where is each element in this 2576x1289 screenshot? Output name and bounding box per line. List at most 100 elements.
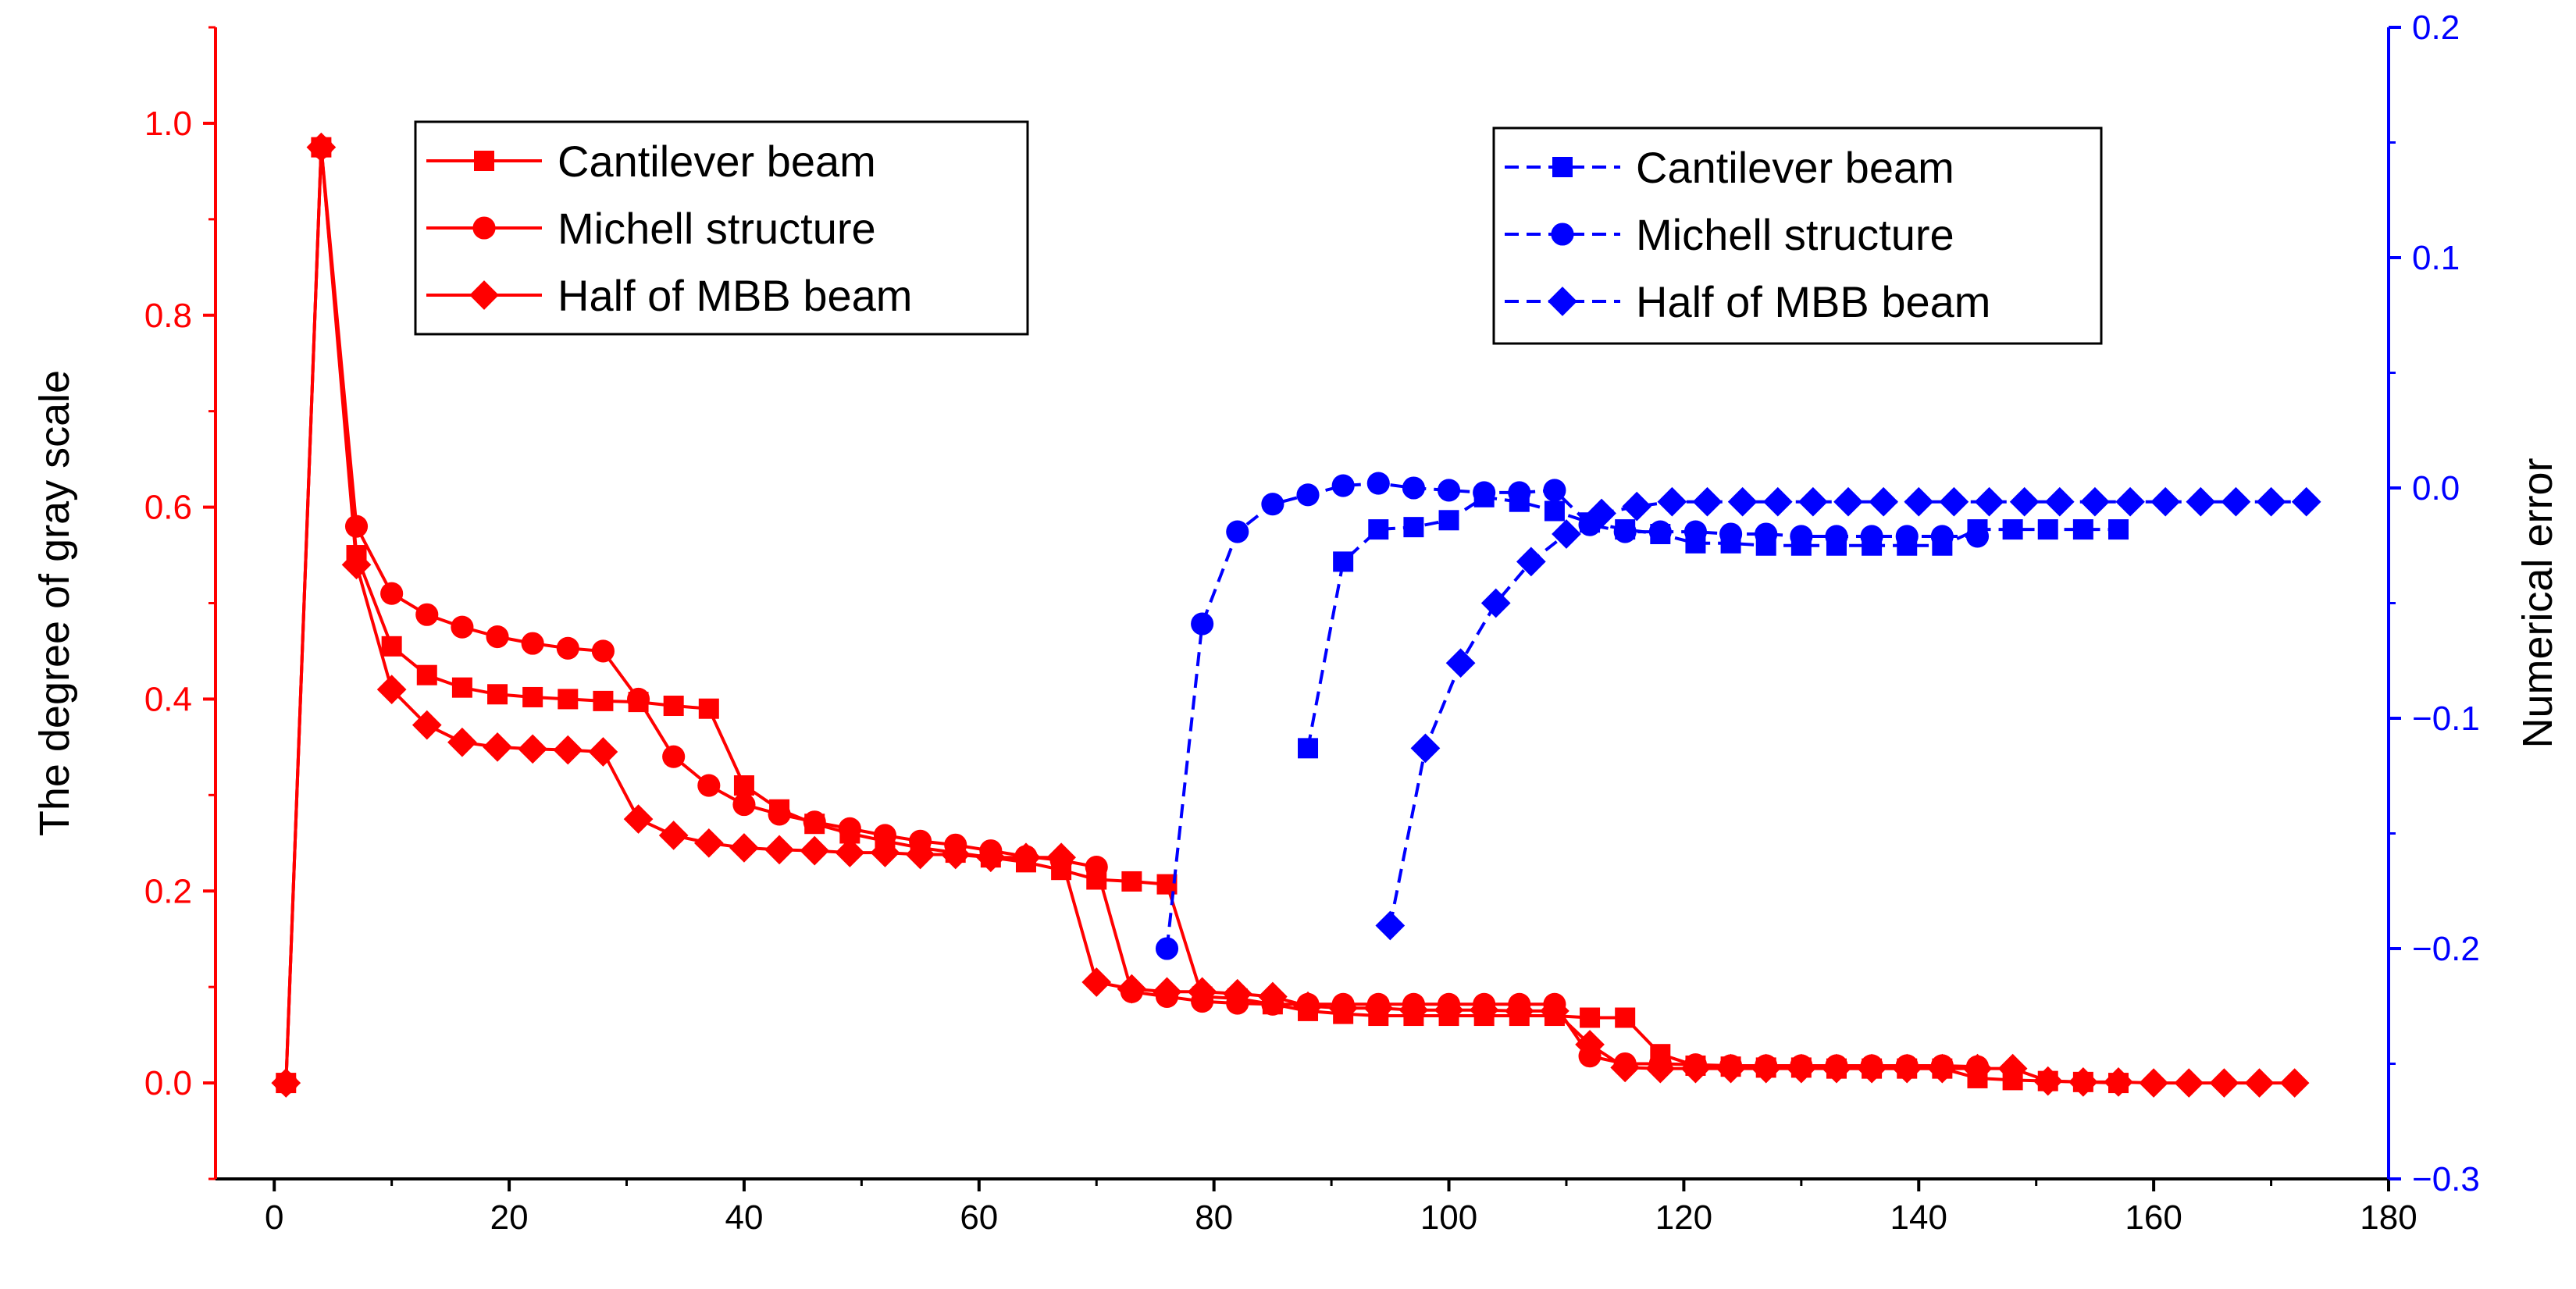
data-point-left-circle xyxy=(768,803,791,826)
data-point-right-circle xyxy=(1825,525,1848,548)
data-point-right-circle xyxy=(1261,493,1284,516)
data-point-right-diamond xyxy=(2186,486,2216,517)
data-point-left-diamond xyxy=(1222,978,1252,1009)
data-point-right-diamond xyxy=(2291,486,2321,517)
left-y-tick-label: 1.0 xyxy=(144,105,192,143)
data-point-left-diamond xyxy=(1469,995,1499,1025)
data-point-left-circle xyxy=(662,745,686,768)
series-right-diamond xyxy=(1375,486,2321,941)
data-point-left-diamond xyxy=(1892,1053,1922,1084)
data-point-right-diamond xyxy=(2009,486,2040,517)
data-point-left-diamond xyxy=(835,838,865,867)
data-point-right-circle xyxy=(1543,479,1566,502)
legend-left: Cantilever beam Michell structure Half of … xyxy=(414,120,1029,336)
right-y-tick-label: −0.1 xyxy=(2412,700,2480,738)
legend-left-entry-label: Cantilever beam xyxy=(558,137,876,186)
data-point-right-diamond xyxy=(1762,486,1793,517)
data-point-left-diamond xyxy=(1504,996,1534,1026)
data-point-left-diamond xyxy=(693,828,724,858)
data-point-left-diamond xyxy=(1081,967,1112,997)
data-point-right-circle xyxy=(1155,937,1179,960)
right-y-axis-title: Numerical error xyxy=(2514,458,2561,748)
data-point-left-diamond xyxy=(483,732,512,762)
data-point-right-circle xyxy=(1930,525,1954,548)
data-point-left-square xyxy=(381,636,402,657)
data-point-left-diamond xyxy=(1398,995,1429,1025)
data-point-right-diamond xyxy=(1974,486,2004,517)
data-point-left-diamond xyxy=(306,132,337,162)
data-point-left-diamond xyxy=(412,710,442,740)
data-point-left-circle xyxy=(803,810,826,834)
left-y-tick-label: 0.2 xyxy=(144,872,192,910)
left-y-axis-title: The degree of gray scale xyxy=(31,370,78,836)
data-point-left-diamond xyxy=(658,821,689,850)
series-line-right-circle xyxy=(1165,482,1978,949)
left-y-tick-label: 0.4 xyxy=(144,680,192,718)
data-point-left-circle xyxy=(873,824,897,847)
data-point-left-diamond xyxy=(1046,842,1076,873)
data-point-left-diamond xyxy=(1610,1052,1641,1083)
data-point-right-diamond xyxy=(1692,486,1723,517)
data-point-left-diamond xyxy=(447,727,477,757)
data-point-left-diamond xyxy=(341,550,372,580)
legend-right-entry-label: Michell structure xyxy=(1636,210,1954,259)
data-point-right-diamond xyxy=(1445,648,1476,678)
left-y-tick-label: 0.8 xyxy=(144,297,192,335)
data-point-right-diamond xyxy=(1904,486,1934,517)
data-point-left-circle xyxy=(591,639,615,663)
series-right-square xyxy=(1298,486,2129,759)
data-point-left-diamond xyxy=(1187,977,1217,1007)
data-point-right-circle xyxy=(1965,525,1990,548)
data-point-left-square xyxy=(558,689,579,710)
right-y-tick-label: 0.1 xyxy=(2412,239,2460,277)
data-point-left-diamond xyxy=(2139,1068,2168,1098)
data-point-left-square xyxy=(416,664,437,685)
data-point-right-diamond xyxy=(2080,486,2110,517)
data-point-left-square xyxy=(733,775,754,796)
data-point-right-diamond xyxy=(1587,498,1616,529)
legends-layer: Cantilever beam Michell structure Half of … xyxy=(414,120,2103,345)
series-line-right-square xyxy=(1306,495,2118,749)
data-point-left-diamond xyxy=(764,835,794,865)
x-tick-label: 80 xyxy=(1195,1198,1233,1237)
data-point-right-diamond xyxy=(1552,519,1581,549)
x-tick-label: 40 xyxy=(725,1198,763,1237)
data-point-left-square xyxy=(1615,1007,1636,1028)
data-point-left-circle xyxy=(344,515,369,538)
data-point-left-diamond xyxy=(1645,1053,1676,1084)
data-point-left-square xyxy=(593,690,614,711)
data-point-right-circle xyxy=(1331,474,1355,497)
data-point-right-circle xyxy=(1790,525,1813,548)
data-point-left-circle xyxy=(732,793,756,817)
data-point-right-diamond xyxy=(1833,486,1863,517)
data-point-right-diamond xyxy=(1657,486,1687,517)
x-tick-label: 100 xyxy=(1420,1198,1477,1237)
data-point-right-circle xyxy=(1473,481,1496,504)
data-point-left-diamond xyxy=(1328,993,1359,1024)
data-point-left-diamond xyxy=(1857,1053,1887,1084)
data-point-left-diamond xyxy=(1716,1053,1746,1084)
data-point-left-diamond xyxy=(1927,1053,1958,1084)
data-point-right-diamond xyxy=(1480,588,1511,618)
data-point-right-diamond xyxy=(2044,486,2075,517)
legend-right-swatch-marker xyxy=(1551,223,1574,246)
data-point-right-square xyxy=(1544,500,1565,522)
data-point-left-diamond xyxy=(1786,1053,1816,1084)
data-point-left-diamond xyxy=(2068,1067,2098,1097)
data-point-left-diamond xyxy=(1117,974,1147,1004)
data-point-right-circle xyxy=(1755,522,1778,546)
data-point-right-circle xyxy=(1191,612,1214,636)
data-point-left-square xyxy=(522,686,543,707)
data-point-left-diamond xyxy=(623,804,654,834)
data-point-right-circle xyxy=(1437,479,1461,502)
data-point-left-diamond xyxy=(1011,842,1041,873)
data-point-left-diamond xyxy=(729,833,759,863)
data-point-left-diamond xyxy=(376,675,407,704)
x-tick-label: 0 xyxy=(265,1198,283,1237)
legend-right: Cantilever beam Michell structure Half of … xyxy=(1492,126,2103,345)
data-point-right-diamond xyxy=(2115,486,2145,517)
data-point-left-diamond xyxy=(2174,1068,2204,1098)
x-tick-label: 60 xyxy=(960,1198,998,1237)
data-point-left-diamond xyxy=(1293,991,1323,1021)
data-point-left-circle xyxy=(451,615,474,639)
